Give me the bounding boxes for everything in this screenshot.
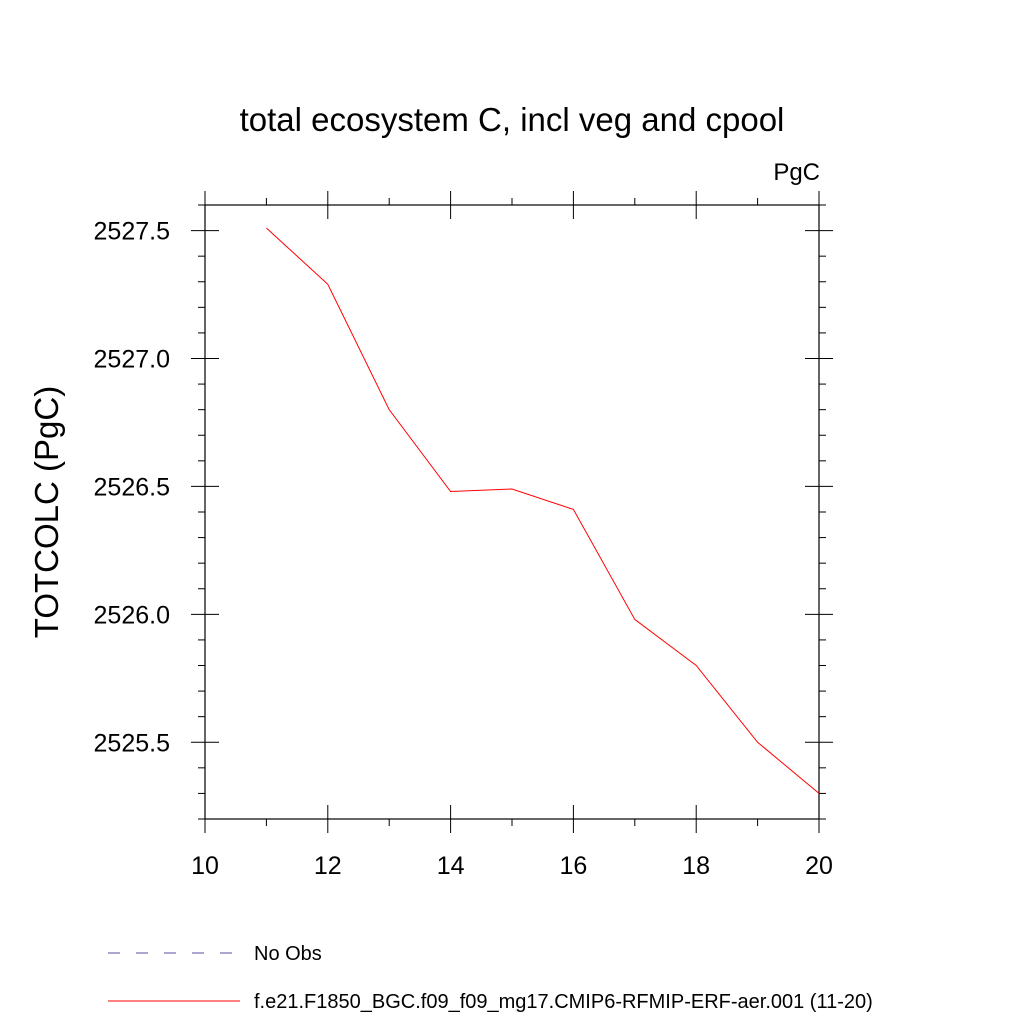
- y-tick-label: 2527.0: [94, 346, 170, 374]
- x-tick-label: 10: [191, 852, 219, 880]
- y-axis-label: TOTCOLC (PgC): [28, 386, 65, 638]
- series-lines: [266, 227, 820, 794]
- x-tick-label: 12: [314, 852, 342, 880]
- y-tick-label: 2526.5: [94, 473, 170, 501]
- y-tick-label: 2526.0: [94, 601, 170, 629]
- x-tick-label: 20: [805, 852, 833, 880]
- axis-ticks: [191, 191, 833, 833]
- y-tick-label: 2527.5: [94, 218, 170, 246]
- x-tick-label: 18: [682, 852, 710, 880]
- plot-frame: [204, 204, 820, 820]
- x-tick-label: 16: [559, 852, 587, 880]
- legend: No Obs f.e21.F1850_BGC.f09_f09_mg17.CMIP6…: [108, 943, 873, 1013]
- units-label: PgC: [773, 159, 820, 186]
- legend-entry-label: No Obs: [254, 943, 322, 965]
- chart-title: total ecosystem C, incl veg and cpool: [240, 101, 785, 138]
- legend-entry-label: f.e21.F1850_BGC.f09_f09_mg17.CMIP6-RFMIP…: [254, 991, 873, 1013]
- series-line: [266, 227, 820, 794]
- axis-tick-labels: 10 12 14 16 18 20 2525.5 2526.0 2526.5 2527.0 2527…: [94, 218, 833, 880]
- y-tick-label: 2525.5: [94, 729, 170, 757]
- x-tick-label: 14: [437, 852, 465, 880]
